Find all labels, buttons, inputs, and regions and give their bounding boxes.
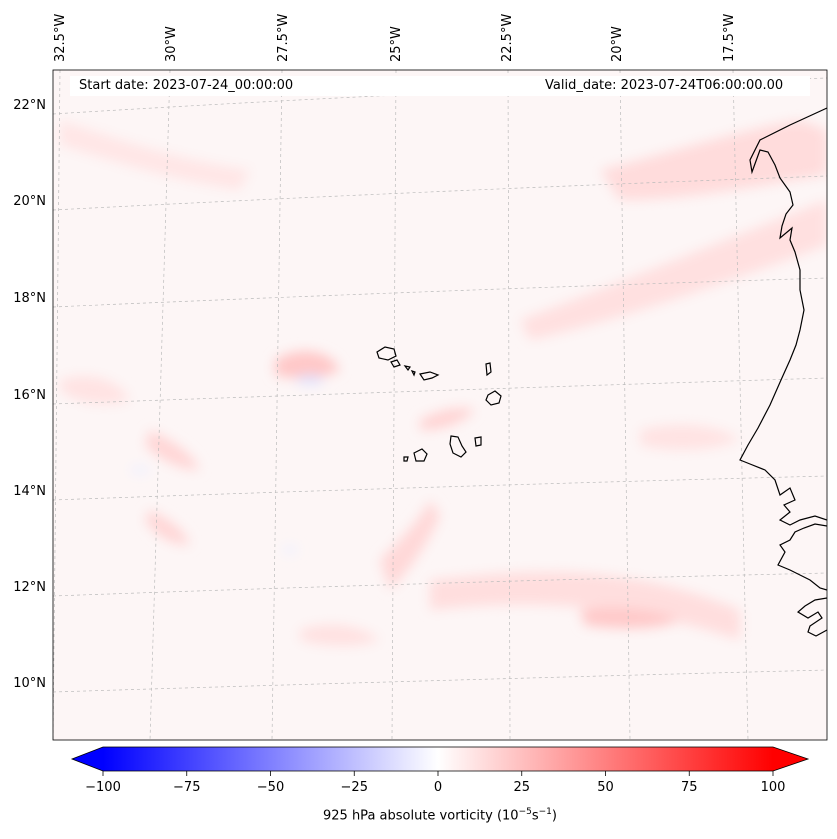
colorbar-title-mid: s: [531, 808, 539, 824]
gridlines: [53, 70, 827, 740]
lat-label-10n: 10°N: [13, 676, 46, 691]
colorbar-tick-label: 0: [433, 780, 443, 795]
lat-label-14n: 14°N: [13, 484, 46, 499]
colorbar-tick-label: 50: [597, 780, 614, 795]
colorbar-gradient: [103, 747, 773, 771]
lon-label-32-5w: 32.5°W: [53, 13, 68, 62]
lon-label-20w: 20°W: [610, 26, 625, 62]
colorbar-extend-high: [773, 747, 808, 771]
lon-label-25w: 25°W: [389, 26, 404, 62]
lat-label-12n: 12°N: [13, 580, 46, 595]
map-frame: [52, 69, 828, 741]
colorbar-tick-label: −50: [256, 780, 285, 795]
colorbar-tick-label: 25: [513, 780, 531, 795]
lat-label-16n: 16°N: [13, 388, 46, 403]
colorbar-tick-label: 75: [680, 780, 698, 795]
colorbar-title-end: ): [551, 808, 557, 824]
colorbar: [70, 746, 810, 776]
info-box: [70, 76, 810, 96]
lat-label-20n: 20°N: [13, 194, 46, 209]
lon-label-22-5w: 22.5°W: [500, 13, 515, 62]
africa-coastline: [739, 107, 827, 637]
colorbar-title-exp2: −1: [538, 807, 552, 817]
colorbar-title-exp1: −5: [518, 807, 532, 817]
cape-verde-islands: [376, 346, 502, 462]
start-date-label: Start date: 2023-07-24_00:00:00: [79, 78, 294, 93]
lat-label-18n: 18°N: [13, 291, 46, 306]
colorbar-title-main: 925 hPa absolute vorticity (10: [323, 808, 519, 824]
colorbar-title: 925 hPa absolute vorticity (10−5s−1): [240, 807, 640, 823]
colorbar-extend-low: [72, 747, 103, 771]
lon-label-27-5w: 27.5°W: [276, 13, 291, 62]
vorticity-field: [60, 120, 827, 646]
colorbar-tick-label: −25: [340, 780, 368, 795]
colorbar-tick-label: −100: [85, 780, 121, 795]
valid-date-label: Valid_date: 2023-07-24T06:00:00.00: [545, 78, 784, 93]
lon-label-30w: 30°W: [164, 26, 179, 62]
colorbar-tick-label: 100: [760, 780, 786, 795]
lat-label-22n: 22°N: [13, 98, 46, 113]
colorbar-tick-label: −75: [173, 780, 201, 795]
lon-label-17-5w: 17.5°W: [722, 13, 737, 62]
map-panel: [53, 70, 827, 740]
